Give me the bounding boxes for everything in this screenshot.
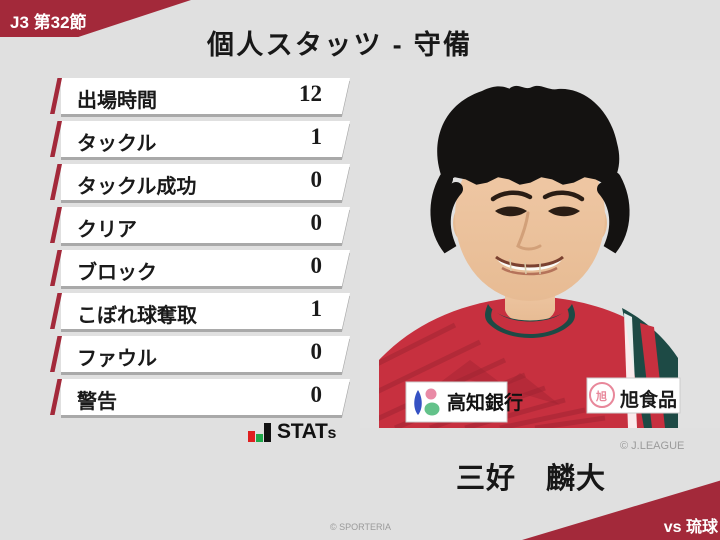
svg-text:旭: 旭 bbox=[595, 389, 607, 403]
svg-text:高知銀行: 高知銀行 bbox=[447, 391, 523, 414]
svg-text:旭食品: 旭食品 bbox=[619, 388, 677, 411]
